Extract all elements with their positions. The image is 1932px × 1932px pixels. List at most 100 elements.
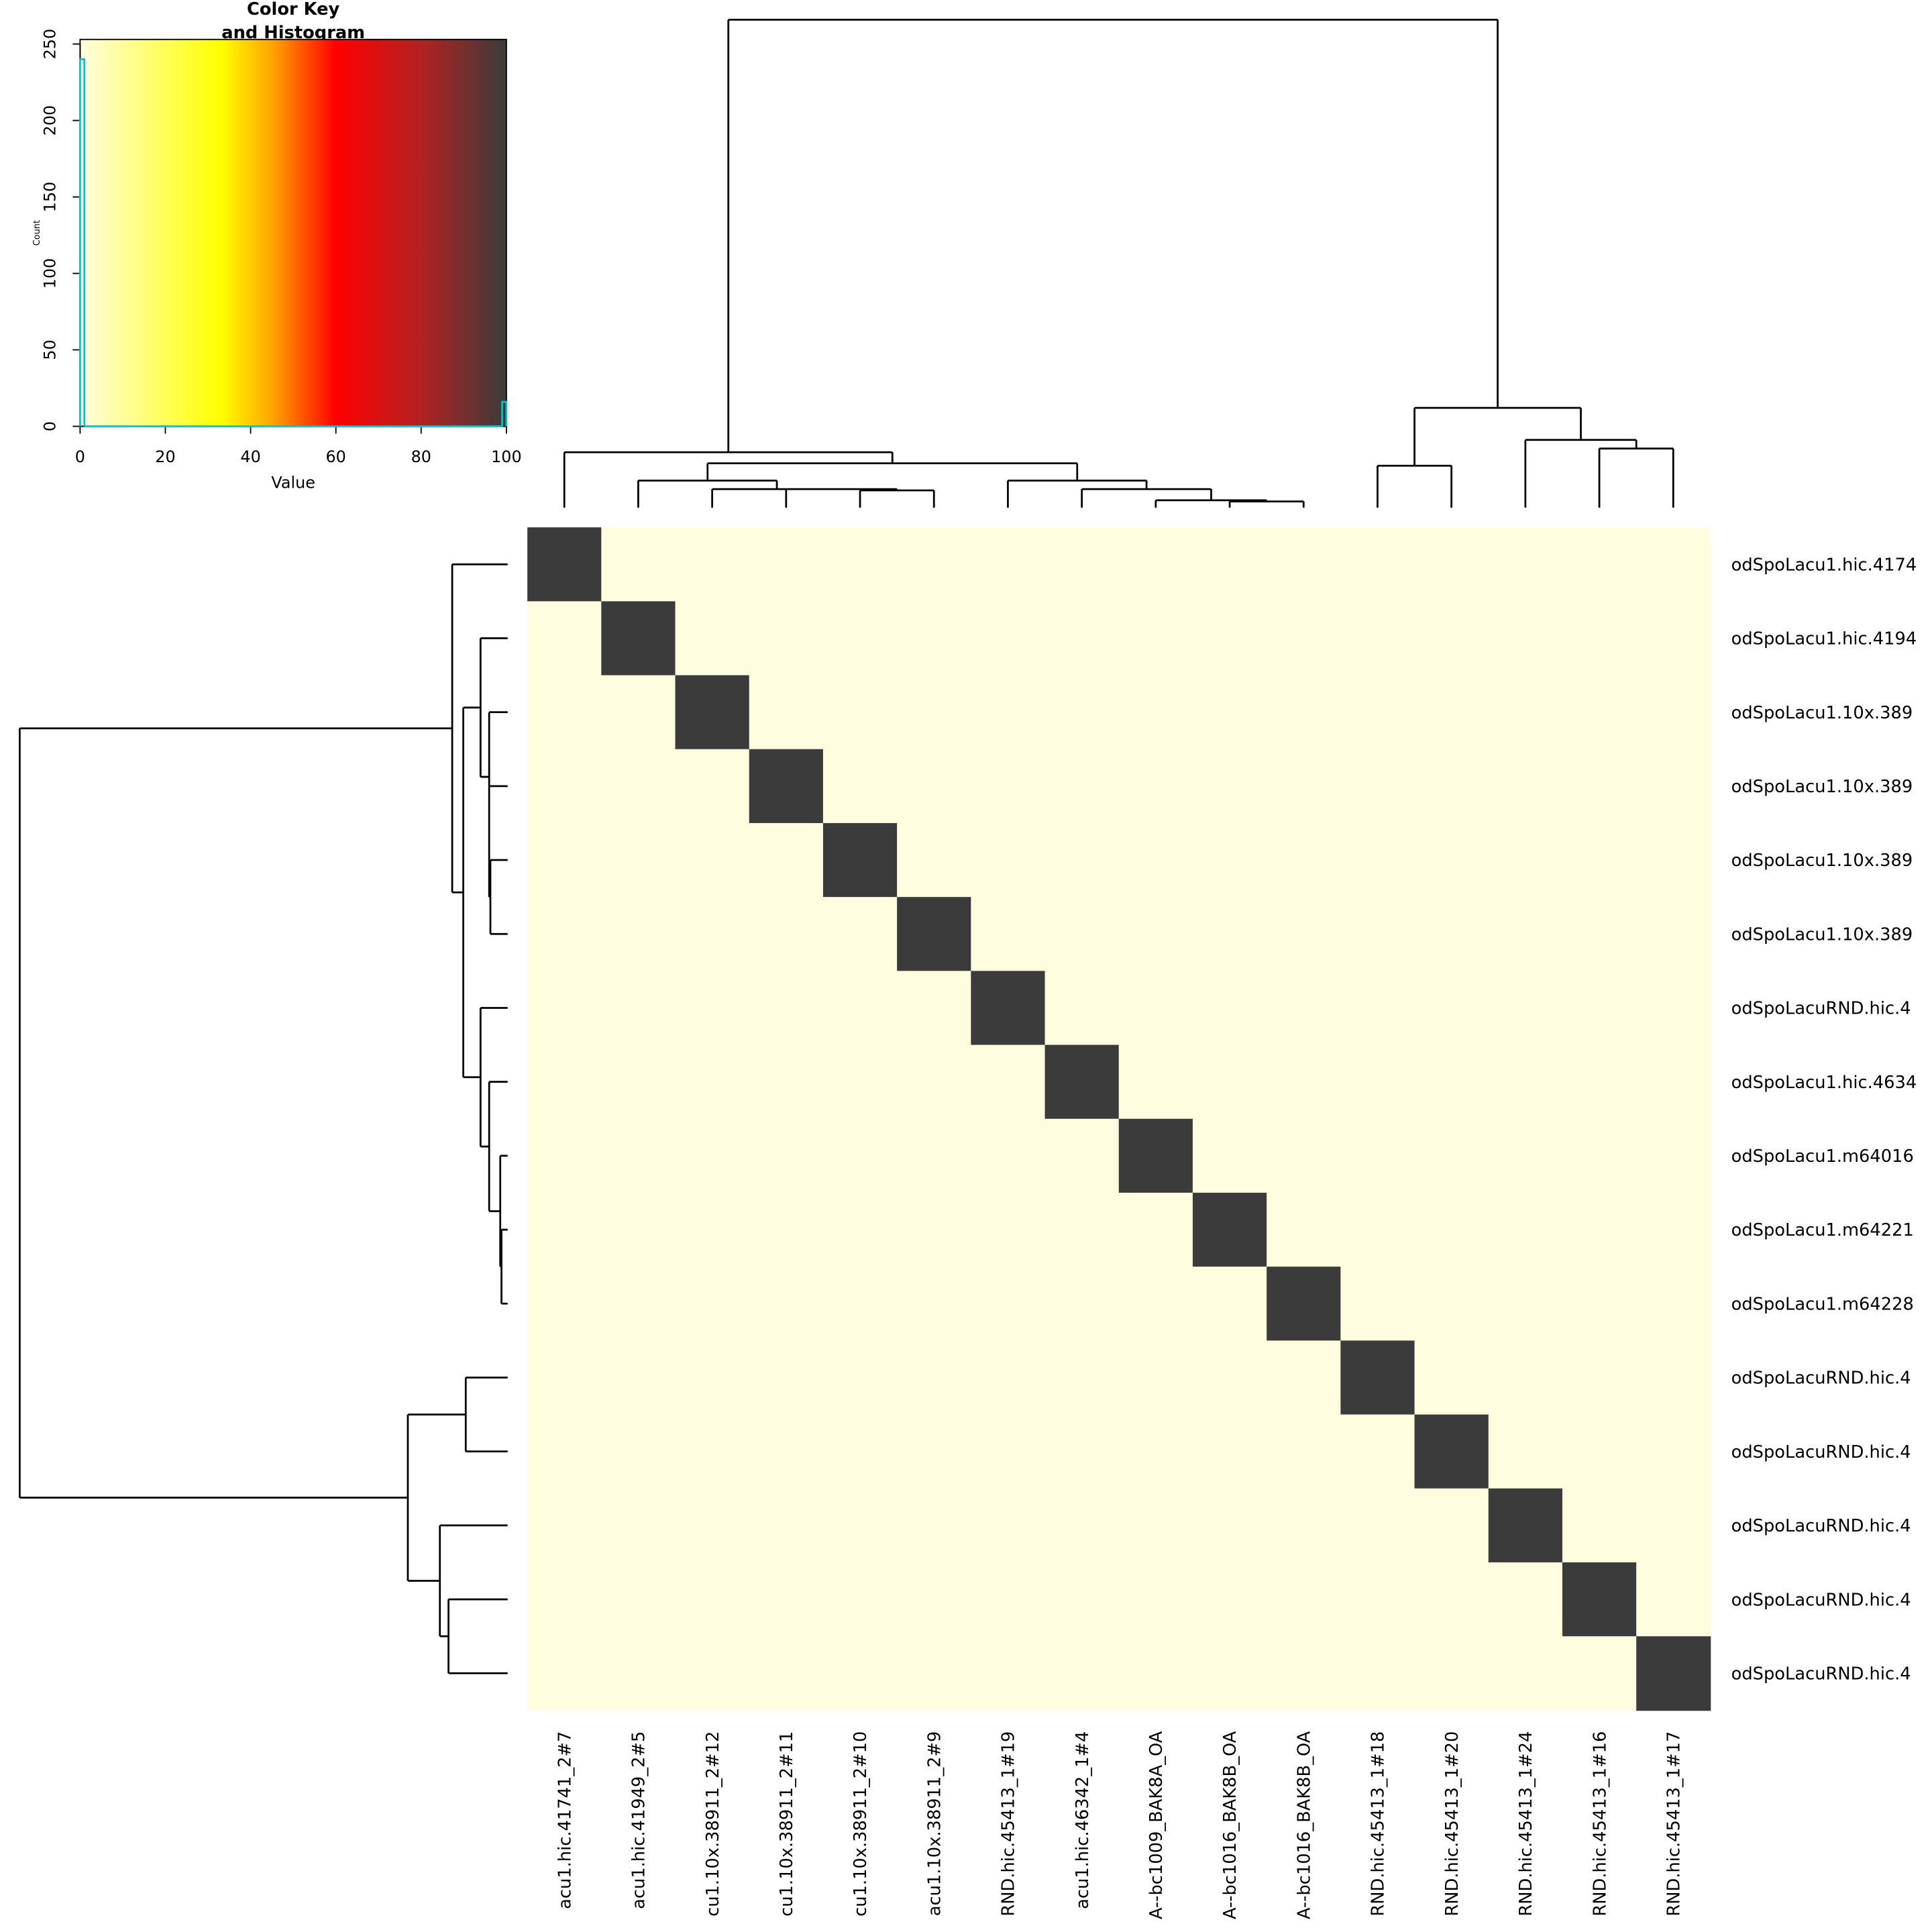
heatmap-cell [1192,1192,1268,1268]
heatmap-cell [1118,1414,1193,1489]
heatmap-cell [897,1192,972,1268]
heatmap-cell [1192,1414,1268,1489]
heatmap-cell [897,1044,972,1120]
heatmap-cell [1414,601,1489,676]
heatmap-cell [822,1267,898,1342]
heatmap-cell [1192,1636,1268,1711]
heatmap-cell [601,897,676,972]
heatmap-cell [749,822,824,898]
col-label: RND.hic.45413_1#18 [1368,1731,1389,1917]
heatmap-cell [897,1267,972,1342]
heatmap-cell [675,1192,750,1268]
heatmap-cell [1636,1267,1711,1342]
heatmap-cell [822,1414,898,1489]
heatmap-cell [897,749,972,824]
heatmap-cell [1267,675,1342,750]
heatmap-cell [749,971,824,1046]
heatmap-cell [1118,822,1193,898]
heatmap-cell [1562,1267,1638,1342]
heatmap-cell [1044,1562,1120,1638]
heatmap-cell [822,1488,898,1563]
heatmap-cell [1340,1044,1415,1120]
heatmap-cell [897,822,972,898]
y-tick-label: 250 [41,29,60,60]
heatmap-cell [1414,527,1489,602]
heatmap-cell [1267,1192,1342,1268]
heatmap-cell [1488,1118,1563,1193]
heatmap-cell [1192,601,1268,676]
heatmap-cell [1562,822,1638,898]
heatmap-cell [1267,1340,1342,1415]
heatmap-cell [897,971,972,1046]
heatmap-cell [749,1414,824,1489]
heatmap-cell [897,1636,972,1711]
heatmap-cell [1562,1118,1638,1193]
col-label: A--bc1009_BAK8A_OA [1146,1731,1167,1919]
row-label: odSpoLacuRND.hic.4 [1731,1590,1911,1610]
heatmap-cell [822,527,898,602]
heatmap-cell [1192,749,1268,824]
heatmap-cell [601,1562,676,1638]
col-label: RND.hic.45413_1#24 [1516,1731,1536,1917]
heatmap-cell [1044,971,1120,1046]
heatmap-cell [971,1488,1046,1563]
heatmap-cell [1267,1267,1342,1342]
heatmap-cell [527,1192,602,1268]
heatmap-cell [1267,1488,1342,1563]
heatmap-cell [971,675,1046,750]
heatmap-cell [1267,971,1342,1046]
heatmap-cell [1118,1044,1193,1120]
heatmap-cell [601,601,676,676]
heatmap-cell [1562,1488,1638,1563]
heatmap-cell [1636,1340,1711,1415]
heatmap-cell [1562,1192,1638,1268]
row-label: odSpoLacu1.10x.389 [1731,777,1913,797]
heatmap-cell [601,1488,676,1563]
heatmap-cell [822,1044,898,1120]
heatmap-cell [1340,1488,1415,1563]
heatmap-cell [1414,897,1489,972]
heatmap-cell [1562,897,1638,972]
heatmap-cell [527,1636,602,1711]
row-label: odSpoLacu1.10x.389 [1731,703,1913,723]
heatmap-cell [1267,527,1342,602]
heatmap-cell [1636,897,1711,972]
heatmap-cell [1192,675,1268,750]
heatmap-cell [1636,527,1711,602]
heatmap-cell [1267,1044,1342,1120]
heatmap-cell [971,822,1046,898]
heatmap-cell [675,675,750,750]
heatmap-cell [675,1340,750,1415]
y-tick-label: 50 [41,339,60,360]
heatmap-cell [601,1118,676,1193]
heatmap-cell [749,1044,824,1120]
x-tick-label: 0 [75,447,85,466]
heatmap-cell [527,1562,602,1638]
heatmap-cell [749,749,824,824]
heatmap-cell [1636,971,1711,1046]
heatmap-cell [1118,1488,1193,1563]
heatmap-cell [897,601,972,676]
heatmap-cell [1340,1340,1415,1415]
heatmap-cell [601,971,676,1046]
heatmap-cell [675,749,750,824]
heatmap-cell [1340,897,1415,972]
heatmap-cell [675,1488,750,1563]
heatmap-cell [675,1044,750,1120]
heatmap-cell [1340,1267,1415,1342]
heatmap-cell [527,1340,602,1415]
heatmap-cell [971,527,1046,602]
col-label: A--bc1016_BAK8B_OA [1294,1731,1314,1919]
row-label: odSpoLacu1.m64221 [1731,1220,1914,1240]
heatmap-cell [1488,822,1563,898]
heatmap-cell [1044,1044,1120,1120]
heatmap-cell [1636,601,1711,676]
heatmap-cell [1192,527,1268,602]
heatmap-cell [675,527,750,602]
heatmap-cell [749,1267,824,1342]
heatmap-cell [1414,1562,1489,1638]
heatmap-cell [527,749,602,824]
heatmap-cell [1488,1488,1563,1563]
heatmap-cell [1488,1414,1563,1489]
